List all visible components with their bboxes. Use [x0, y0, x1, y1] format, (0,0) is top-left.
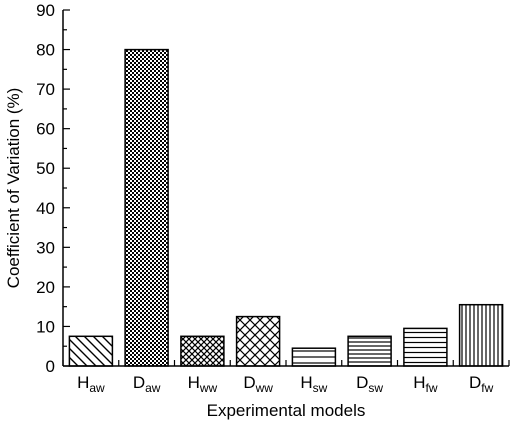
bar-d-fw	[458, 303, 504, 367]
x-tick-label: Hsw	[300, 373, 327, 395]
x-tick-label: Hfw	[413, 373, 438, 395]
bars-group	[68, 48, 504, 367]
y-axis-title: Coefficient of Variation (%)	[4, 88, 23, 289]
bar-h-fw	[403, 327, 448, 367]
axes-group: 0 10 20 30 40 50 60 70 80 90 Haw Daw Hww Dww Hsw Dsw Hfw…	[36, 1, 510, 395]
bar-d-sw	[347, 335, 392, 367]
y-tick-label: 40	[36, 199, 55, 218]
x-tick-label: Dsw	[356, 373, 383, 395]
x-tick-label: Dww	[243, 373, 273, 395]
bar-h-ww	[180, 335, 225, 367]
x-tick-label: Dfw	[469, 373, 494, 395]
y-tick-label: 30	[36, 238, 55, 257]
bar-h-aw	[68, 335, 114, 367]
y-tick-label: 0	[46, 357, 55, 376]
bar-d-ww	[235, 315, 281, 367]
y-tick-label: 70	[36, 80, 55, 99]
x-tick-label: Daw	[133, 373, 161, 395]
x-tick-label: Hww	[188, 373, 218, 395]
y-tick-label: 60	[36, 120, 55, 139]
y-tick-label: 90	[36, 1, 55, 20]
bar-d-aw	[124, 48, 169, 367]
y-tick-label: 50	[36, 159, 55, 178]
y-tick-label: 20	[36, 278, 55, 297]
y-tick-label: 10	[36, 317, 55, 336]
x-tick-label: Haw	[77, 373, 105, 395]
bar-h-sw	[291, 347, 337, 367]
x-axis-title: Experimental models	[207, 401, 366, 420]
y-tick-label: 80	[36, 41, 55, 60]
